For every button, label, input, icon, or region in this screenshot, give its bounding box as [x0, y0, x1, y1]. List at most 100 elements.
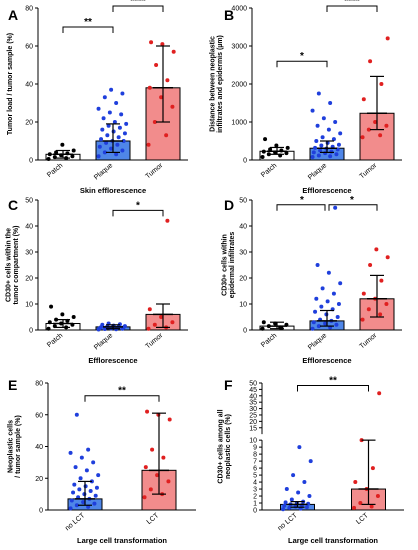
y-tick-label: 1000: [231, 120, 247, 127]
x-tick-label: Patch: [46, 162, 64, 179]
data-point: [338, 281, 343, 286]
data-point: [284, 151, 289, 156]
y-axis-label-line: epidermal infiltrates: [229, 232, 236, 299]
data-point: [360, 135, 365, 140]
data-point: [96, 473, 101, 478]
data-point: [334, 152, 339, 157]
chart-b: B 0 1000 2000 3000 4000 Distance between neopl…: [210, 0, 402, 195]
x-tick-label: Tumor: [144, 162, 164, 181]
data-point: [328, 101, 333, 105]
data-point: [268, 147, 273, 152]
data-point: [310, 326, 315, 331]
data-point: [366, 307, 371, 312]
y-axis-label: CD30+ cells among allneoplastic cells (%…: [218, 409, 233, 483]
data-point: [316, 91, 321, 96]
y-axis-label-line: infiltrates and epidermis (µm): [217, 35, 224, 133]
data-point: [170, 320, 175, 325]
data-point: [373, 120, 378, 124]
y-tick-label: 80: [25, 6, 33, 13]
significance-bracket: [276, 204, 326, 211]
significance-bracket: [326, 5, 378, 12]
y-tick-label: 20: [249, 419, 257, 426]
data-point: [326, 270, 331, 275]
data-point: [314, 296, 319, 301]
y-axis-label: CD30+ cells withinepidermal infiltrates: [222, 232, 237, 299]
significance-bracket: [276, 60, 328, 68]
data-point: [94, 485, 99, 490]
y-axis-label: Tumor load / tumor sample (%): [7, 33, 14, 135]
significance-bracket: [112, 209, 164, 217]
y-axis-label-line: Neoplastic cells: [8, 420, 15, 473]
x-tick-label: Plaque: [307, 162, 328, 181]
panel-letter-e: E: [8, 377, 17, 393]
y-tick-label: 30: [239, 250, 247, 257]
data-point: [297, 445, 302, 450]
data-point: [274, 143, 279, 148]
y-axis-label-line: Distance between neoplastic: [210, 36, 217, 132]
significance-label: *: [300, 51, 304, 62]
y-tick-label: 20: [239, 276, 247, 283]
data-point: [260, 326, 265, 331]
data-point: [338, 131, 343, 136]
data-point: [77, 487, 82, 492]
data-point: [323, 321, 328, 326]
data-point: [379, 278, 384, 283]
data-point: [165, 218, 170, 223]
data-point: [47, 320, 52, 325]
data-point: [105, 133, 110, 138]
data-point: [79, 455, 84, 460]
data-point: [358, 501, 363, 506]
data-point: [334, 322, 339, 327]
significance-label: **: [118, 386, 126, 397]
data-point: [109, 146, 114, 151]
data-point: [368, 263, 373, 267]
data-point: [385, 255, 390, 260]
data-point: [91, 460, 96, 465]
y-tick-label: 0: [39, 508, 43, 515]
data-point: [263, 137, 268, 142]
significance-label: *: [350, 195, 354, 206]
data-point: [291, 473, 296, 478]
data-point: [260, 154, 265, 159]
y-tick-label: 20: [25, 276, 33, 283]
data-point: [314, 139, 319, 143]
y-tick-label: 3: [253, 487, 257, 494]
y-tick-label: 20: [35, 476, 43, 483]
data-point: [74, 503, 79, 508]
data-point: [96, 154, 101, 159]
data-point: [96, 106, 101, 111]
data-point: [115, 142, 120, 147]
data-point: [84, 468, 89, 473]
data-point: [100, 127, 105, 132]
data-point: [326, 127, 331, 132]
data-point: [46, 157, 51, 162]
data-point: [68, 506, 73, 511]
data-point: [315, 123, 320, 128]
y-tick-label: 2000: [231, 82, 247, 89]
y-axis-label-line: CD30+ cells among all: [218, 409, 225, 483]
y-axis-label: CD30+ cells within thetumor compartment …: [6, 226, 21, 305]
y-tick-label: 40: [249, 393, 257, 400]
chart-d: D 0 10 20 30 40 50 CD30+ cells withinepidermal …: [222, 195, 402, 365]
data-point: [54, 150, 59, 155]
y-tick-label: 15: [249, 425, 257, 432]
data-point: [124, 121, 129, 126]
x-tick-label: LCT: [146, 512, 161, 526]
y-tick-label: 50: [239, 198, 247, 205]
y-tick-label: 40: [35, 444, 43, 451]
data-point: [329, 149, 334, 154]
data-point: [384, 302, 389, 306]
x-tick-label: Plaque: [93, 332, 114, 351]
data-point: [142, 495, 147, 500]
x-axis-label: Skin efflorescence: [80, 186, 146, 195]
chart-e: E 0 20 40 60 80 Neoplastic cells/ tumor sample…: [8, 377, 196, 545]
data-point: [152, 120, 157, 124]
x-tick-label: Tumor: [358, 332, 378, 351]
data-point: [102, 95, 107, 100]
y-axis-label-line: CD30+ cells within: [222, 234, 229, 296]
y-tick-label: 0: [243, 328, 247, 335]
data-point: [143, 465, 148, 470]
y-tick-label: 2: [253, 494, 257, 501]
data-point: [352, 505, 357, 510]
data-point: [368, 59, 373, 64]
